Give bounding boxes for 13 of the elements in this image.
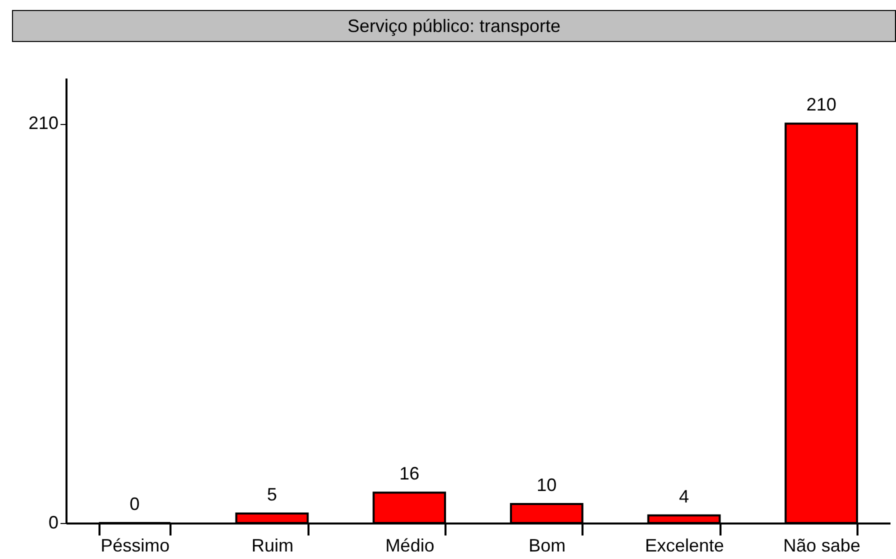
data-label: 16 xyxy=(399,464,420,484)
x-tick-label: Bom xyxy=(528,536,566,556)
x-tick-label: Ruim xyxy=(251,536,294,556)
chart-title: Serviço público: transporte xyxy=(12,10,896,42)
data-label: 210 xyxy=(806,94,836,115)
x-tick-label: Não sabe xyxy=(783,536,860,556)
data-label: 5 xyxy=(266,484,278,504)
data-label: 4 xyxy=(678,486,690,506)
x-tick-label: Péssimo xyxy=(100,536,170,556)
x-tick-label: Excelente xyxy=(644,536,724,556)
data-label: 10 xyxy=(536,474,557,495)
x-tick-label: Médio xyxy=(385,536,434,556)
data-label: 0 xyxy=(130,494,140,514)
